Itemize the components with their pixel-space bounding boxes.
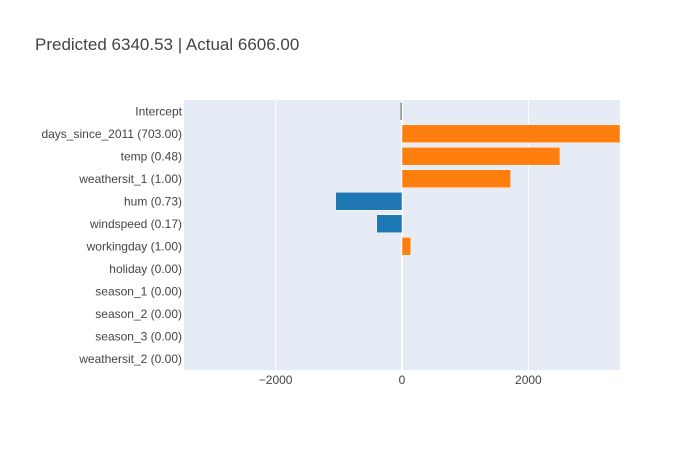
grid-lines — [275, 100, 529, 370]
bars — [335, 102, 621, 256]
y-category-label: days_since_2011 (703.00) — [41, 127, 182, 141]
y-category-label: holiday (0.00) — [109, 262, 182, 276]
y-category-label: season_1 (0.00) — [95, 284, 182, 298]
bar-intercept[interactable] — [399, 102, 403, 121]
y-category-label: temp (0.48) — [121, 149, 182, 163]
x-tick-label: 0 — [399, 373, 406, 387]
x-tick-label: 2000 — [515, 373, 542, 387]
y-category-label: season_2 (0.00) — [95, 307, 182, 321]
chart-title: Predicted 6340.53 | Actual 6606.00 — [35, 35, 299, 54]
bar-windspeed[interactable] — [376, 214, 403, 233]
bar-hum[interactable] — [335, 192, 403, 211]
y-category-label: Intercept — [135, 104, 182, 118]
y-category-label: workingday (1.00) — [86, 239, 182, 253]
y-axis-labels: Intercept days_since_2011 (703.00) temp (0… — [41, 104, 182, 366]
y-category-label: weathersit_1 (1.00) — [78, 172, 182, 186]
y-category-label: season_3 (0.00) — [95, 329, 182, 343]
bar-workingday[interactable] — [401, 237, 412, 256]
bar-weathersit-1[interactable] — [401, 169, 511, 188]
y-category-label: windspeed (0.17) — [89, 217, 182, 231]
bar-temp[interactable] — [401, 147, 561, 166]
x-axis-labels: −2000 0 2000 — [259, 373, 542, 387]
x-tick-label: −2000 — [259, 373, 293, 387]
y-category-label: hum (0.73) — [124, 194, 182, 208]
bar-days-since-2011[interactable] — [401, 124, 621, 143]
y-category-label: weathersit_2 (0.00) — [78, 352, 182, 366]
